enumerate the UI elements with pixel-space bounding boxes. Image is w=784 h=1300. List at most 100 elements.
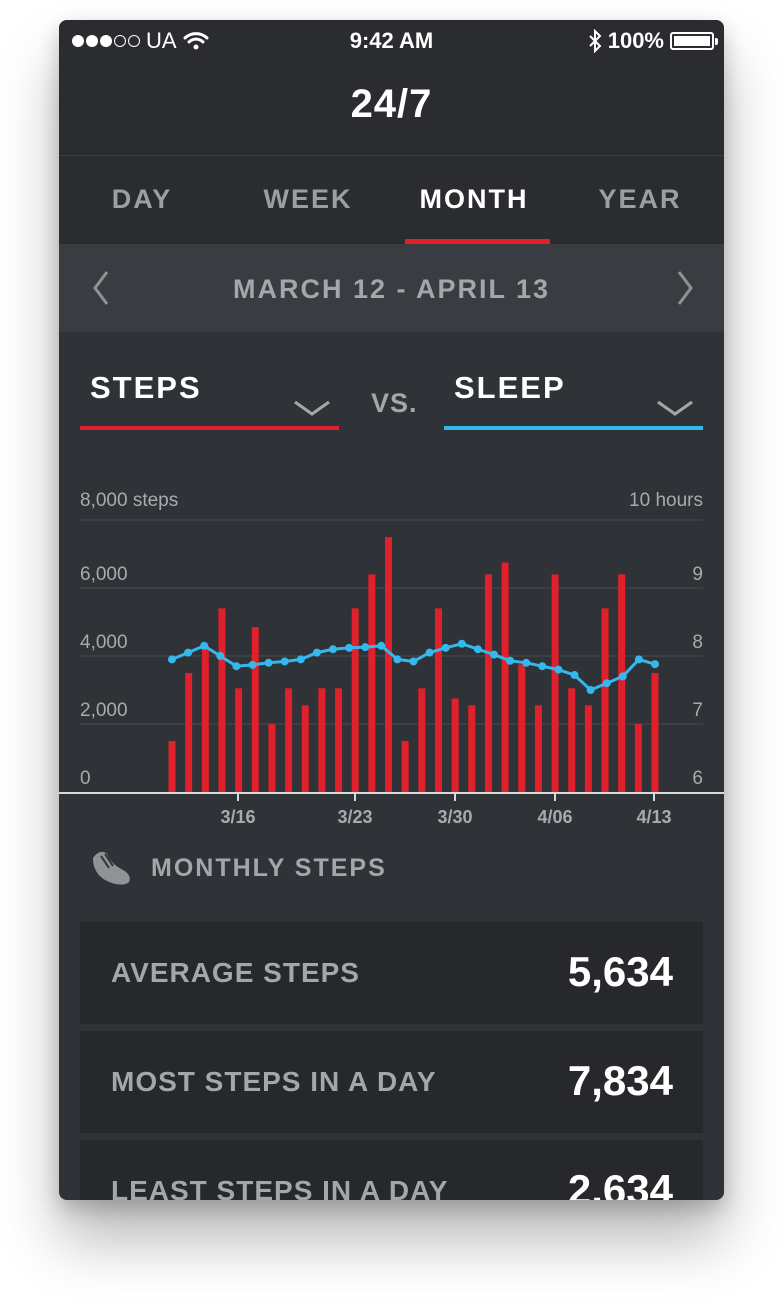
steps-bar xyxy=(268,724,276,792)
y-left-tick-label: 2,000 xyxy=(80,700,128,721)
stat-card: AVERAGE STEPS 5,634 xyxy=(80,922,703,1024)
steps-bar xyxy=(218,608,226,792)
steps-underline xyxy=(80,426,339,430)
stat-card: MOST STEPS IN A DAY 7,834 xyxy=(80,1031,703,1133)
steps-bar xyxy=(301,705,309,792)
sleep-point xyxy=(377,641,386,650)
sleep-metric-label: SLEEP xyxy=(454,370,566,405)
metric-compare: STEPS VS. SLEEP xyxy=(59,338,724,458)
next-period-chevron-icon[interactable] xyxy=(665,266,705,310)
stat-value: 2,634 xyxy=(567,1166,673,1200)
sleep-point xyxy=(200,641,209,650)
sleep-point xyxy=(184,648,193,657)
stat-value: 7,834 xyxy=(567,1057,673,1104)
sleep-point xyxy=(506,656,515,665)
sleep-point xyxy=(216,652,225,660)
y-left-tick-label: 6,000 xyxy=(80,564,128,585)
active-tab-indicator xyxy=(405,239,550,244)
x-tick-label: 4/06 xyxy=(537,807,572,827)
steps-vs-sleep-chart: 8,000 steps 10 hours 6,000 4,000 2,000 0 9 8 7… xyxy=(59,490,724,827)
app-title: 24/7 xyxy=(350,82,433,126)
sleep-point xyxy=(345,643,354,652)
sleep-point xyxy=(296,655,305,664)
y-right-tick-label: 6 xyxy=(692,768,703,789)
shoe-icon xyxy=(93,851,130,885)
steps-bar xyxy=(584,705,592,792)
steps-bar xyxy=(551,574,559,792)
chevron-down-icon xyxy=(294,400,330,416)
steps-bar xyxy=(518,664,526,792)
steps-bar xyxy=(351,608,359,792)
steps-bar xyxy=(401,741,409,792)
steps-bar xyxy=(618,574,626,792)
chevron-down-icon xyxy=(657,400,693,416)
steps-bar xyxy=(418,688,426,792)
stat-label: AVERAGE STEPS xyxy=(111,957,360,988)
steps-bar xyxy=(201,645,209,792)
status-right: 100% xyxy=(588,28,718,54)
sleep-underline xyxy=(444,426,703,430)
date-range-label: MARCH 12 - APRIL 13 xyxy=(232,274,551,304)
sleep-point xyxy=(602,679,611,688)
tab-month[interactable]: MONTH xyxy=(419,184,529,214)
sleep-point xyxy=(232,662,241,671)
y-left-tick-label: 0 xyxy=(80,768,91,789)
wifi-icon xyxy=(183,32,209,50)
left-axis-label: 8,000 steps xyxy=(80,490,178,511)
sleep-point xyxy=(570,671,579,680)
steps-bar xyxy=(285,688,293,792)
steps-bar xyxy=(318,688,326,792)
steps-bar xyxy=(335,688,343,792)
sleep-point xyxy=(634,655,643,664)
steps-bar xyxy=(651,673,659,792)
previous-period-chevron-icon[interactable] xyxy=(81,266,121,310)
steps-bar xyxy=(168,741,176,792)
steps-bar xyxy=(385,537,393,792)
steps-bar xyxy=(484,574,492,792)
sleep-point xyxy=(538,662,547,671)
period-tabs: DAY WEEK MONTH YEAR xyxy=(59,155,724,244)
status-bar: UA 9:42 AM 100% xyxy=(59,20,724,64)
steps-bar xyxy=(601,608,609,792)
sleep-point xyxy=(522,658,531,667)
y-right-tick-label: 9 xyxy=(692,564,703,585)
bluetooth-icon xyxy=(589,29,602,53)
status-time: 9:42 AM xyxy=(349,28,434,53)
stat-value: 5,634 xyxy=(567,948,673,995)
steps-bar xyxy=(534,705,542,792)
sleep-point xyxy=(361,643,370,652)
tab-week[interactable]: WEEK xyxy=(263,184,353,214)
stat-card: LEAST STEPS IN A DAY 2,634 xyxy=(80,1140,703,1200)
steps-bar xyxy=(501,562,509,792)
sleep-line xyxy=(171,642,656,692)
sleep-point xyxy=(312,648,321,657)
tab-day[interactable]: DAY xyxy=(111,184,173,214)
x-tick-label: 4/13 xyxy=(636,807,671,827)
sleep-point xyxy=(473,645,482,654)
steps-metric-label: STEPS xyxy=(90,370,202,405)
y-right-tick-label: 7 xyxy=(692,700,703,721)
sleep-point xyxy=(393,655,402,664)
stat-label: MOST STEPS IN A DAY xyxy=(111,1066,437,1097)
section-title: MONTHLY STEPS xyxy=(151,853,387,882)
stat-label: LEAST STEPS IN A DAY xyxy=(111,1175,449,1200)
sleep-point xyxy=(651,660,659,669)
top-bar: UA 9:42 AM 100% 24/7 xyxy=(59,20,724,155)
steps-bar xyxy=(451,698,459,792)
vs-label: VS. xyxy=(371,388,418,418)
steps-bar xyxy=(434,608,442,792)
x-tick-label: 3/23 xyxy=(337,807,372,827)
phone-screen: UA 9:42 AM 100% 24/7 DAY WEEK MONTH YEAR xyxy=(59,20,724,1200)
monthly-steps-header: MONTHLY STEPS xyxy=(89,848,387,888)
sleep-point xyxy=(329,645,337,654)
sleep-point xyxy=(457,639,466,648)
tab-year[interactable]: YEAR xyxy=(598,184,682,214)
y-right-tick-label: 8 xyxy=(692,632,703,653)
steps-bar xyxy=(235,688,243,792)
sleep-point xyxy=(441,643,450,652)
date-range-bar: MARCH 12 - APRIL 13 xyxy=(59,244,724,332)
sleep-point xyxy=(264,658,273,667)
sleep-point xyxy=(168,655,176,664)
sleep-point xyxy=(618,672,627,681)
steps-bar xyxy=(568,688,576,792)
